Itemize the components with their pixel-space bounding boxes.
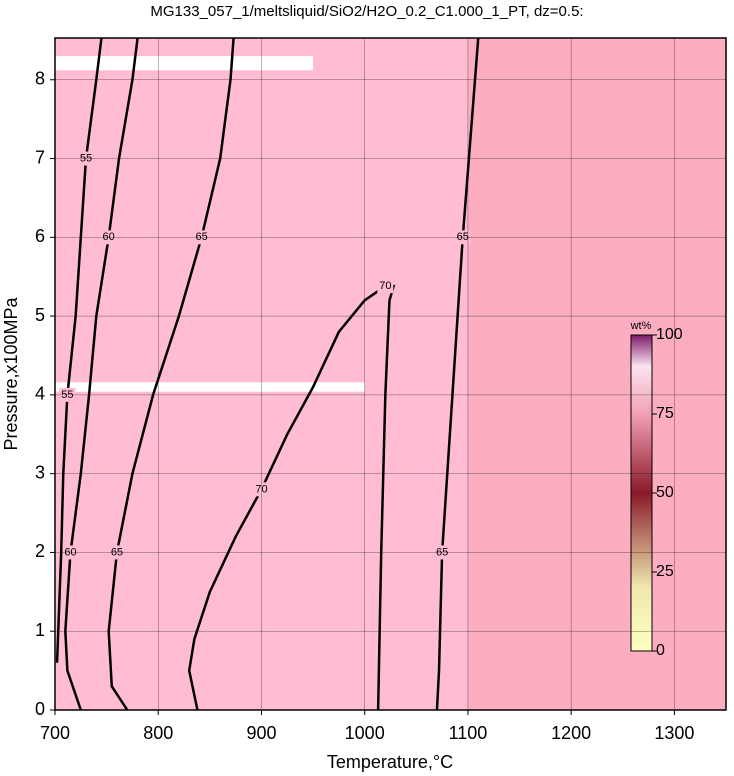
missing-band <box>55 382 365 392</box>
x-tick-label: 1100 <box>449 723 488 743</box>
y-tick-label: 2 <box>35 541 45 561</box>
x-axis-label: Temperature,°C <box>327 752 453 772</box>
y-axis-label: Pressure,x100MPa <box>1 296 21 450</box>
colorbar-tick-label: 75 <box>656 405 674 422</box>
y-tick-label: 0 <box>35 699 45 719</box>
y-tick-label: 8 <box>35 69 45 89</box>
x-tick-label: 700 <box>40 723 70 743</box>
y-tick-label: 7 <box>35 147 45 167</box>
contour-label-bg <box>377 279 394 294</box>
y-tick-label: 3 <box>35 462 45 482</box>
missing-band <box>55 56 314 71</box>
contour-line <box>187 284 396 711</box>
y-tick-label: 5 <box>35 305 45 325</box>
colorbar-tick-label: 0 <box>656 642 665 659</box>
x-tick-label: 1200 <box>551 723 591 743</box>
x-tick-label: 1000 <box>345 723 385 743</box>
x-tick-label: 1300 <box>654 723 694 743</box>
chart-title: MG133_057_1/meltsliquid/SiO2/H2O_0.2_C1.… <box>150 3 583 20</box>
x-tick-label: 900 <box>246 723 276 743</box>
y-tick-label: 6 <box>35 226 45 246</box>
x-tick-label: 800 <box>143 723 173 743</box>
colorbar-tick-label: 25 <box>656 563 674 580</box>
colorbar <box>630 334 653 652</box>
y-tick-label: 4 <box>35 384 45 404</box>
colorbar-label: wt% <box>630 320 652 332</box>
colorbar-tick-label: 100 <box>656 326 683 343</box>
colorbar-tick-label: 50 <box>656 484 674 501</box>
y-tick-label: 1 <box>35 620 45 640</box>
plot-frame <box>54 37 727 711</box>
contour-label: 70 <box>379 280 391 292</box>
